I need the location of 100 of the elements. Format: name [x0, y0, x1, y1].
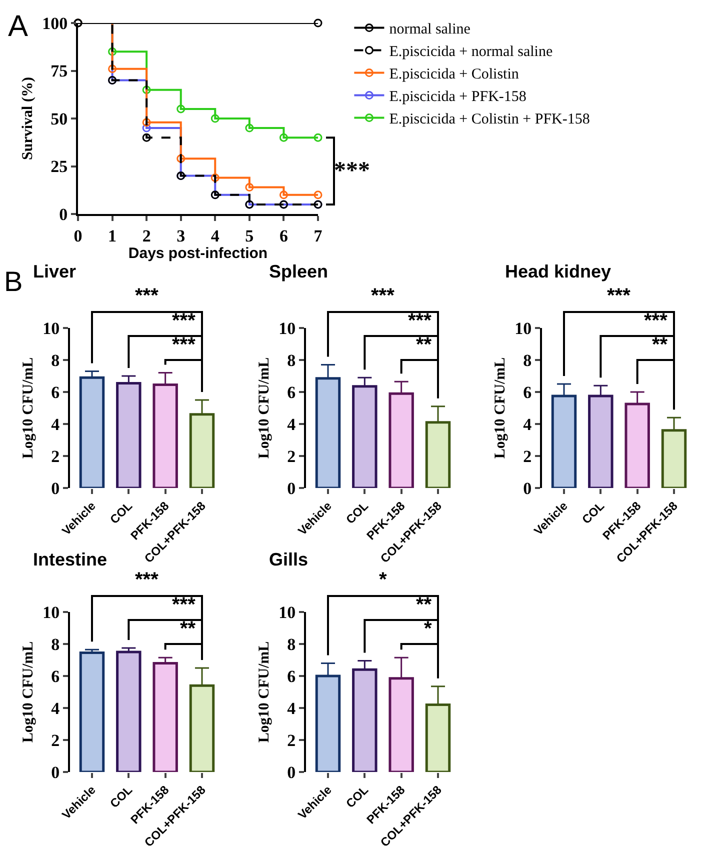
point: [142, 118, 151, 127]
point: [314, 190, 322, 200]
bar: [79, 652, 105, 772]
bar: [116, 650, 142, 772]
y-tick-label: 10: [514, 318, 532, 338]
text: ***: [135, 569, 159, 591]
annotation: ***: [408, 310, 432, 332]
x-tick-label: 3: [176, 226, 186, 246]
y-tick-label: 6: [51, 666, 60, 686]
y-tick-label: 6: [287, 666, 296, 686]
x-axis-title: Days post-infection: [128, 245, 268, 262]
text: B: [4, 266, 23, 297]
chart-title: Intestine: [33, 550, 108, 570]
y-tick-label: 0: [51, 478, 60, 498]
point: [108, 47, 117, 56]
y-tick-label: 4: [51, 414, 60, 434]
text: *: [379, 569, 387, 591]
y-tick-label: 2: [51, 446, 60, 466]
legend-label: E.piscicida + Colistin + PFK-158: [389, 112, 590, 128]
x-tick-label: COL: [343, 498, 372, 527]
x-tick-label: COL: [107, 782, 136, 811]
point: [142, 124, 151, 132]
y-tick-label: 4: [51, 698, 60, 718]
y-tick-label: 0: [287, 478, 296, 498]
legend-label: normal saline: [389, 22, 471, 38]
x-tick-label: 0: [74, 226, 82, 246]
y-axis-title: Log10 CFU/mL: [20, 357, 36, 459]
y-tick-label: 4: [287, 414, 296, 434]
x-tick-label: 5: [245, 226, 254, 246]
x-tick-label: COL: [579, 498, 608, 527]
text: A: [8, 10, 28, 43]
annotation: **: [416, 334, 432, 356]
y-tick-label: 25: [50, 157, 68, 176]
y-tick-label: 0: [51, 762, 60, 782]
x-tick-label: 4: [210, 226, 220, 246]
y-tick-label: 2: [51, 730, 60, 750]
point: [142, 86, 151, 94]
point: [176, 104, 186, 114]
annotation: ***: [172, 310, 196, 332]
annotation: **: [416, 594, 432, 616]
text: ***: [371, 285, 395, 307]
y-tick-label: 8: [287, 350, 296, 370]
y-axis-title: Log10 CFU/mL: [20, 641, 36, 743]
y-tick-label: 6: [523, 382, 532, 402]
y-tick-label: 10: [278, 602, 296, 622]
y-axis-title: Log10 CFU/mL: [256, 641, 272, 743]
x-tick-label: 2: [142, 226, 151, 246]
y-tick-label: 8: [51, 634, 60, 654]
legend-label: E.piscicida + PFK-158: [389, 89, 526, 106]
y-tick-label: 8: [287, 634, 296, 654]
y-tick-label: 4: [287, 698, 296, 718]
y-tick-label: 2: [523, 446, 532, 466]
y-tick-label: 6: [287, 382, 296, 402]
annotation: ***: [172, 594, 196, 616]
y-tick-label: 6: [51, 382, 60, 402]
annotation: **: [652, 334, 668, 356]
y-axis-title: Survival (%): [20, 77, 36, 160]
x-tick-label: COL: [107, 498, 136, 527]
y-tick-label: 8: [523, 350, 532, 370]
point: [314, 18, 322, 28]
annotation: **: [180, 618, 196, 640]
y-tick-label: 10: [42, 602, 60, 622]
point: [176, 154, 186, 163]
x-tick-label: 7: [314, 226, 323, 246]
y-tick-label: 10: [278, 318, 296, 338]
point: [279, 190, 288, 200]
point: [245, 183, 254, 192]
y-axis-title: Log10 CFU/mL: [492, 357, 508, 459]
y-tick-label: 8: [51, 350, 60, 370]
annotation: *: [424, 618, 432, 640]
text: ***: [334, 158, 370, 184]
x-tick-label: COL: [343, 782, 372, 811]
text: ***: [607, 285, 631, 307]
chart-title: Head kidney: [505, 262, 612, 282]
point: [210, 114, 220, 123]
y-axis-title: Log10 CFU/mL: [256, 357, 272, 459]
chart-title: Spleen: [269, 262, 328, 282]
y-tick-label: 2: [287, 730, 296, 750]
y-tick-label: 0: [523, 478, 532, 498]
legend-label: E.piscicida + Colistin: [389, 66, 520, 83]
y-tick-label: 10: [42, 318, 60, 338]
annotation: ***: [172, 334, 196, 356]
point: [279, 133, 288, 142]
annotation: ***: [644, 310, 668, 332]
y-tick-label: 4: [523, 414, 532, 434]
point: [108, 64, 117, 74]
chart-title: Liver: [33, 262, 76, 282]
point: [314, 133, 322, 142]
legend-label: E.piscicida + normal saline: [389, 44, 553, 60]
point: [245, 124, 254, 132]
chart-title: Gills: [269, 550, 308, 570]
y-tick-label: 100: [42, 14, 68, 33]
y-tick-label: 2: [287, 446, 296, 466]
y-tick-label: 0: [287, 762, 296, 782]
x-tick-label: 1: [108, 226, 117, 246]
text: ***: [135, 285, 159, 307]
y-tick-label: 0: [59, 204, 68, 224]
point: [210, 173, 220, 182]
y-tick-label: 75: [50, 62, 68, 81]
y-tick-label: 50: [50, 109, 68, 128]
